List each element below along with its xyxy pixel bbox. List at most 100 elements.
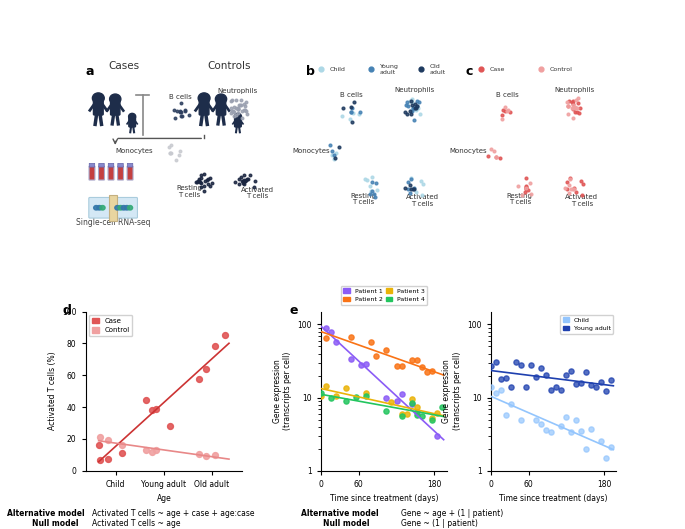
- Point: [571, 416, 582, 424]
- Point: [501, 374, 512, 382]
- FancyBboxPatch shape: [127, 166, 133, 180]
- FancyBboxPatch shape: [89, 197, 138, 218]
- Point: [147, 448, 158, 457]
- Circle shape: [115, 206, 120, 210]
- Point: [165, 422, 176, 430]
- Text: Alternative model: Alternative model: [7, 509, 84, 518]
- Point: [227, 96, 238, 104]
- FancyBboxPatch shape: [216, 100, 225, 115]
- Point: [406, 395, 417, 404]
- Point: [426, 413, 437, 422]
- Point: [503, 106, 514, 114]
- Text: Alternative model: Alternative model: [301, 509, 379, 518]
- Point: [361, 392, 372, 400]
- Point: [365, 65, 376, 74]
- Point: [573, 98, 584, 107]
- Point: [571, 187, 582, 196]
- Point: [239, 177, 250, 185]
- Point: [238, 105, 249, 114]
- Point: [349, 98, 360, 106]
- Point: [175, 108, 186, 116]
- Point: [401, 110, 412, 118]
- Point: [336, 112, 347, 120]
- Point: [556, 422, 566, 430]
- Point: [346, 108, 357, 116]
- Point: [193, 449, 204, 458]
- Point: [531, 415, 542, 424]
- Point: [227, 106, 238, 115]
- Point: [233, 104, 244, 113]
- Point: [325, 394, 336, 402]
- Point: [410, 100, 421, 108]
- Point: [408, 103, 419, 112]
- Point: [525, 190, 536, 198]
- Point: [521, 185, 532, 193]
- Point: [569, 104, 580, 112]
- Point: [475, 65, 486, 74]
- Point: [406, 97, 417, 106]
- Point: [561, 98, 572, 107]
- Point: [175, 111, 186, 120]
- Text: b: b: [306, 66, 314, 78]
- Point: [404, 97, 415, 105]
- Text: d: d: [62, 304, 71, 316]
- Point: [238, 179, 249, 187]
- Point: [581, 368, 592, 377]
- Point: [402, 185, 413, 193]
- FancyBboxPatch shape: [127, 163, 133, 167]
- Point: [237, 107, 248, 115]
- Point: [497, 110, 508, 118]
- Point: [516, 416, 527, 424]
- Point: [199, 187, 210, 195]
- Point: [195, 179, 206, 188]
- Text: Child: Child: [330, 67, 346, 71]
- Point: [406, 399, 417, 408]
- Point: [381, 394, 392, 402]
- Text: Gene ~ age + (1 | patient): Gene ~ age + (1 | patient): [401, 509, 503, 518]
- Point: [370, 179, 381, 187]
- Text: Activated T cells ~ age + case + age:case: Activated T cells ~ age + case + age:cas…: [92, 509, 255, 518]
- Point: [403, 102, 414, 111]
- Point: [572, 103, 583, 112]
- Point: [407, 105, 418, 114]
- Point: [241, 107, 252, 115]
- Text: Null model: Null model: [32, 519, 79, 528]
- Text: Activated
T cells: Activated T cells: [406, 194, 438, 207]
- Point: [412, 97, 423, 105]
- Point: [230, 104, 241, 112]
- Circle shape: [125, 206, 129, 210]
- Point: [225, 103, 236, 112]
- Point: [203, 180, 214, 188]
- Point: [95, 456, 105, 464]
- Point: [355, 107, 366, 116]
- Point: [564, 97, 575, 105]
- Point: [406, 97, 416, 105]
- Circle shape: [110, 94, 121, 104]
- Point: [488, 147, 499, 155]
- Text: Resting
T cells: Resting T cells: [350, 193, 376, 205]
- Point: [531, 372, 542, 381]
- Point: [576, 379, 587, 388]
- Legend: Patient 1, Patient 2, Patient 3, Patient 4: Patient 1, Patient 2, Patient 3, Patient…: [340, 286, 427, 305]
- Point: [346, 333, 357, 341]
- Point: [413, 104, 424, 112]
- Point: [405, 107, 416, 115]
- Point: [201, 175, 212, 184]
- Point: [523, 186, 534, 195]
- Point: [408, 185, 419, 194]
- Point: [568, 114, 579, 122]
- Point: [561, 413, 572, 421]
- Point: [207, 179, 218, 187]
- Point: [371, 352, 382, 360]
- Point: [175, 107, 186, 115]
- Point: [141, 396, 152, 405]
- Point: [147, 405, 158, 414]
- Point: [485, 383, 496, 391]
- Point: [354, 110, 365, 118]
- Point: [240, 102, 251, 111]
- Legend: Case, Control: Case, Control: [89, 315, 132, 336]
- Point: [497, 114, 508, 123]
- FancyBboxPatch shape: [118, 166, 123, 180]
- Point: [199, 170, 210, 178]
- Point: [521, 383, 532, 391]
